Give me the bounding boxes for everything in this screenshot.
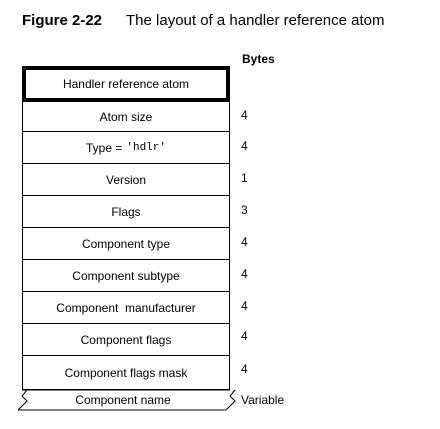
bytes-value: 3 <box>241 203 248 217</box>
field-code: 'hdlr' <box>126 141 166 154</box>
field-label: Component subtype <box>72 268 180 283</box>
field-row-component-type: Component type <box>23 227 229 259</box>
field-label: Component manufacturer <box>56 300 196 315</box>
atom-layout-box: Handler reference atom Atom size Type = … <box>22 66 230 390</box>
field-row-flags: Flags <box>23 195 229 227</box>
field-row-version: Version <box>23 163 229 195</box>
field-label: Version <box>105 172 147 187</box>
field-row-component-subtype: Component subtype <box>23 259 229 291</box>
bytes-value: 4 <box>241 235 248 249</box>
figure-number: Figure 2-22 <box>22 12 103 29</box>
field-label: Component flags mask <box>64 365 188 380</box>
atom-header-label: Handler reference atom <box>62 77 190 91</box>
bytes-value: Variable <box>241 393 285 407</box>
bytes-column-header: Bytes <box>242 52 275 66</box>
bytes-value: 4 <box>241 139 248 153</box>
bytes-value: 4 <box>241 362 248 376</box>
field-row-component-name: Component name <box>18 388 238 414</box>
bytes-value: 4 <box>241 329 248 343</box>
figure-caption: The layout of a handler reference atom <box>126 12 385 29</box>
field-row-component-flags-mask: Component flags mask <box>23 355 229 389</box>
field-label: Component flags <box>80 332 172 347</box>
field-label: Component name <box>75 393 171 407</box>
field-label: Component type <box>81 236 171 251</box>
figure-title: Figure 2-22 The layout of a handler refe… <box>22 12 385 29</box>
atom-header-row: Handler reference atom <box>23 67 229 101</box>
bytes-value: 1 <box>241 171 248 185</box>
field-row-atom-size: Atom size <box>23 101 229 131</box>
bytes-value: 4 <box>241 299 248 313</box>
field-label: Type = <box>86 140 123 155</box>
field-label: Atom size <box>99 109 153 124</box>
field-row-component-manufacturer: Component manufacturer <box>23 291 229 323</box>
field-row-type: Type = 'hdlr' <box>23 131 229 163</box>
variable-length-break-shape <box>18 389 236 411</box>
bytes-value: 4 <box>241 267 248 281</box>
bytes-value: 4 <box>241 108 248 122</box>
field-label: Flags <box>111 204 141 219</box>
field-row-component-flags: Component flags <box>23 323 229 355</box>
